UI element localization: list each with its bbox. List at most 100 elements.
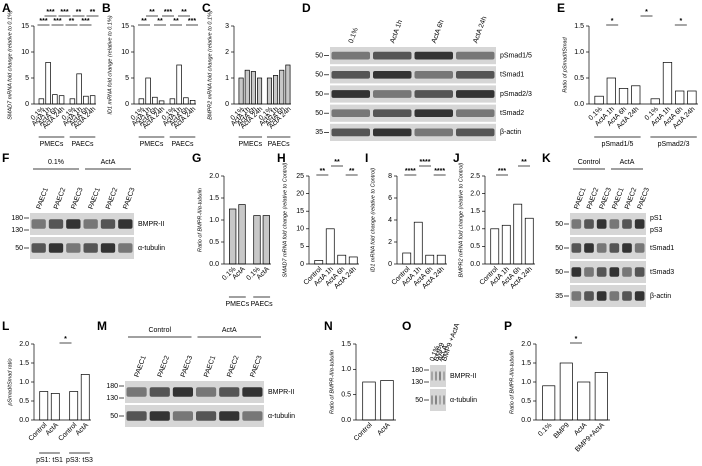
- bar: [662, 62, 673, 105]
- bar: [244, 69, 250, 105]
- group-label: PAECs: [71, 141, 94, 148]
- marker-label: 50: [315, 72, 323, 79]
- lane-label: PAEC2: [105, 187, 119, 211]
- blot-strip: [330, 85, 496, 103]
- y-tick-label: 0: [125, 101, 129, 108]
- y-axis-label: Ratio of BMPR-II/α-tubulin: [509, 350, 515, 414]
- group-label: ActA: [222, 327, 237, 334]
- group-label: ActA: [101, 159, 116, 166]
- band: [634, 243, 645, 253]
- band: [622, 267, 632, 277]
- band: [172, 411, 193, 421]
- bar: [138, 98, 145, 105]
- significance-label: ***: [53, 18, 61, 25]
- lane-label: PAEC1: [203, 355, 217, 379]
- band: [331, 128, 370, 137]
- marker-label: 50: [315, 52, 323, 59]
- y-tick-label: 6: [388, 195, 392, 202]
- band: [66, 219, 81, 229]
- row-label: tSmad2: [500, 110, 524, 117]
- y-tick-label: 0: [225, 101, 229, 108]
- lane-label: PAEC2: [226, 355, 240, 379]
- band: [439, 395, 441, 405]
- lane-label: PAEC3: [637, 187, 651, 211]
- band: [31, 219, 46, 229]
- y-tick-label: 0.0: [209, 261, 219, 268]
- group-label: PMECs: [225, 301, 249, 308]
- band: [149, 411, 170, 421]
- panel-letter: C: [202, 1, 211, 15]
- bar: [58, 95, 65, 105]
- row-label: α-tubulin: [450, 397, 477, 404]
- band: [571, 267, 582, 277]
- lane-label: PAEC1: [88, 187, 102, 211]
- significance-label: **: [173, 18, 179, 25]
- bar: [380, 380, 394, 421]
- band: [331, 109, 370, 118]
- bar: [262, 215, 270, 265]
- band: [584, 267, 594, 277]
- y-tick-label: 1.5: [521, 360, 531, 367]
- bar: [80, 374, 90, 421]
- row-label: tSmad3: [650, 269, 674, 276]
- bar: [594, 95, 604, 105]
- y-tick-label: 5: [25, 75, 29, 82]
- y-tick-label: 0.0: [521, 417, 531, 424]
- significance-label: **: [521, 159, 527, 166]
- row-label: tSmad1: [500, 72, 524, 79]
- bar: [39, 391, 49, 421]
- band: [456, 70, 495, 79]
- y-tick-label: 0.5: [521, 398, 531, 405]
- bar: [158, 100, 165, 105]
- bar: [238, 77, 244, 105]
- marker-label: 50: [555, 221, 563, 228]
- y-tick-label: 2: [225, 49, 229, 56]
- significance-label: **: [181, 9, 187, 16]
- marker-label: 180: [11, 215, 23, 222]
- band: [242, 387, 263, 397]
- significance-label: *: [679, 18, 682, 25]
- bar: [266, 77, 272, 105]
- y-tick-label: 10: [121, 49, 129, 56]
- row-label: BMPR-II: [268, 389, 295, 396]
- bar: [83, 95, 89, 105]
- band: [431, 395, 433, 405]
- bar: [273, 75, 279, 105]
- x-tick-label: 0.1%: [537, 422, 553, 438]
- y-axis-label: SMAD7 mRNA fold change (relative to Cont…: [282, 162, 288, 277]
- bar: [618, 88, 629, 105]
- band: [443, 371, 445, 381]
- bar: [76, 73, 82, 105]
- y-tick-label: 1.5: [341, 341, 351, 348]
- y-tick-label: 2.0: [521, 341, 531, 348]
- bar: [559, 362, 573, 421]
- significance-label: **: [69, 18, 75, 25]
- band: [83, 219, 98, 229]
- group-label: PMECs: [238, 141, 262, 148]
- y-tick-label: 1: [225, 75, 229, 82]
- significance-label: **: [141, 18, 147, 25]
- bar: [69, 98, 76, 105]
- band: [149, 387, 170, 397]
- y-tick-label: 1.0: [19, 379, 29, 386]
- y-axis-label: Ratio of BMPR-II/α-tubulin: [329, 350, 335, 414]
- blot-strip: [30, 213, 134, 235]
- bar: [38, 98, 45, 105]
- y-tick-label: 2.0: [470, 190, 480, 197]
- band: [596, 267, 607, 277]
- lane-label: 0.1%: [348, 27, 360, 44]
- row-label: BMPR-II: [138, 221, 165, 228]
- bar: [348, 256, 358, 265]
- significance-label: ***: [498, 168, 506, 175]
- band: [634, 219, 645, 229]
- significance-label: ****: [434, 168, 445, 175]
- row-label: pS1: [650, 215, 663, 222]
- bar: [145, 77, 151, 105]
- y-axis-label: BMPR2 mRNA fold change (relative to Cont…: [458, 162, 464, 277]
- band: [331, 70, 370, 79]
- y-tick-label: 15: [21, 23, 29, 30]
- band: [100, 243, 116, 253]
- lane-label: PAEC3: [70, 187, 84, 211]
- y-axis-label: pSmad/tSmad ratio: [7, 358, 13, 406]
- marker-label: 50: [555, 245, 563, 252]
